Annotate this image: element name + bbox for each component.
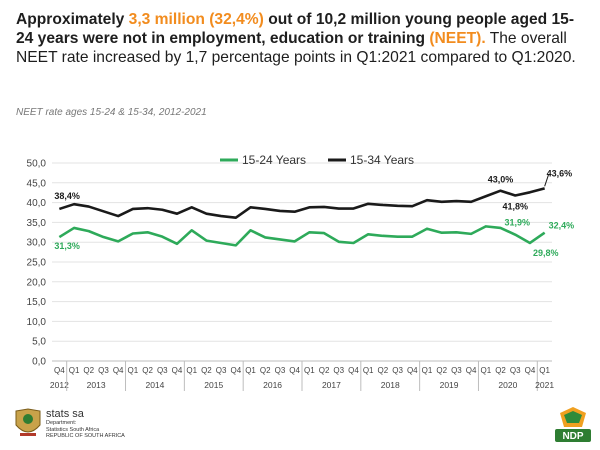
y-tick-label: 35,0 xyxy=(27,218,47,229)
x-year-label: 2020 xyxy=(498,380,517,390)
x-quarter-label: Q3 xyxy=(98,366,109,375)
x-quarter-label: Q2 xyxy=(495,366,506,375)
y-tick-label: 30,0 xyxy=(27,238,47,249)
ndp-logo: NDP xyxy=(555,407,591,442)
x-quarter-label: Q3 xyxy=(333,366,344,375)
x-quarter-label: Q2 xyxy=(83,366,94,375)
stats-sa-department: Department: Statistics South Africa REPU… xyxy=(46,420,125,440)
x-quarter-label: Q2 xyxy=(260,366,271,375)
legend-label: 15-24 Years xyxy=(242,153,306,167)
x-quarter-label: Q3 xyxy=(510,366,521,375)
y-tick-label: 50,0 xyxy=(27,159,47,170)
chart-subtitle: NEET rate ages 15-24 & 15-34, 2012-2021 xyxy=(16,107,207,118)
data-label: 31,9% xyxy=(504,218,530,228)
x-quarter-label: Q1 xyxy=(422,366,433,375)
legend-label: 15-34 Years xyxy=(350,153,414,167)
dept-line-2: Statistics South Africa xyxy=(46,426,100,433)
data-label: 32,4% xyxy=(549,221,575,231)
grid-lines xyxy=(52,162,552,342)
series-line-15-34 xyxy=(58,187,545,219)
x-quarter-label: Q2 xyxy=(378,366,389,375)
x-quarter-label: Q3 xyxy=(451,366,462,375)
x-quarter-label: Q1 xyxy=(480,366,491,375)
x-quarter-label: Q1 xyxy=(304,366,315,375)
headline: Approximately 3,3 million (32,4%) out of… xyxy=(16,10,586,67)
y-tick-label: 5,0 xyxy=(32,337,46,348)
coat-of-arms-logo xyxy=(15,408,41,436)
x-quarter-label: Q2 xyxy=(436,366,447,375)
x-quarter-label: Q4 xyxy=(348,366,359,375)
headline-part-3: The overall NEET rate increased by 1,7 p… xyxy=(16,30,576,66)
data-labels: 31,3% 31,9% 29,8% 32,4% 38,4% 43,0% 41,8% 43,6% xyxy=(54,168,574,258)
y-tick-label: 20,0 xyxy=(27,277,47,288)
x-quarter-label: Q3 xyxy=(275,366,286,375)
x-quarter-label: Q1 xyxy=(128,366,139,375)
x-quarter-label: Q1 xyxy=(69,366,80,375)
dept-line-1: Department: xyxy=(46,420,77,426)
ndp-logo-text: NDP xyxy=(562,431,583,442)
x-quarter-label: Q4 xyxy=(230,366,241,375)
x-year-label: 2019 xyxy=(440,380,459,390)
x-quarter-label: Q4 xyxy=(525,366,536,375)
headline-highlight-neet-count: 3,3 million (32,4%) xyxy=(128,11,264,28)
data-label-leader xyxy=(544,174,550,187)
series-lines xyxy=(58,187,546,247)
x-quarter-label: Q2 xyxy=(201,366,212,375)
headline-highlight-neet: (NEET). xyxy=(429,30,486,47)
x-year-label: 2012 xyxy=(50,380,69,390)
x-year-label: 2021 xyxy=(535,380,554,390)
chart-legend: 15-24 Years 15-34 Years xyxy=(220,153,414,167)
x-axis: Q4 Q1 Q2 Q3 Q4 Q1 Q2 Q3 Q4 Q1 Q2 Q3 Q4 Q1 Q2 Q3 Q4 Q1 Q2 Q3… xyxy=(50,360,554,391)
stats-sa-name: stats sa xyxy=(46,408,84,420)
y-tick-label: 0,0 xyxy=(32,357,46,368)
data-label: 43,6% xyxy=(547,168,573,178)
data-label: 29,8% xyxy=(533,248,559,258)
data-label: 38,4% xyxy=(54,191,80,201)
y-tick-label: 40,0 xyxy=(27,198,47,209)
x-quarter-label: Q3 xyxy=(392,366,403,375)
x-year-label: 2016 xyxy=(263,380,282,390)
x-quarter-label: Q1 xyxy=(186,366,197,375)
x-quarter-label: Q4 xyxy=(113,366,124,375)
headline-part-2: out of 10,2 million young people aged 15… xyxy=(16,11,575,47)
x-year-label: 2017 xyxy=(322,380,341,390)
x-quarter-label: Q4 xyxy=(54,366,65,375)
x-year-label: 2014 xyxy=(145,380,164,390)
dept-line-3: REPUBLIC OF SOUTH AFRICA xyxy=(46,433,125,439)
x-quarter-label: Q4 xyxy=(466,366,477,375)
x-quarter-label: Q2 xyxy=(319,366,330,375)
x-quarter-label: Q1 xyxy=(245,366,256,375)
x-year-label: 2018 xyxy=(381,380,400,390)
y-tick-label: 10,0 xyxy=(27,317,47,328)
x-quarter-label: Q1 xyxy=(363,366,374,375)
x-quarter-label: Q1 xyxy=(539,366,550,375)
data-label: 41,8% xyxy=(502,201,528,211)
data-label: 43,0% xyxy=(488,175,514,185)
neet-rate-line-chart: 0,0 5,0 10,0 15,0 20,0 25,0 30,0 35,0 40,0 45,0 50… xyxy=(27,153,574,391)
y-tick-label: 45,0 xyxy=(27,178,47,189)
x-quarter-label: Q3 xyxy=(157,366,168,375)
data-label: 31,3% xyxy=(54,241,80,251)
x-quarter-label: Q4 xyxy=(172,366,183,375)
x-quarter-label: Q4 xyxy=(289,366,300,375)
x-quarter-label: Q3 xyxy=(216,366,227,375)
series-line-15-24 xyxy=(58,225,546,247)
headline-part-1: Approximately xyxy=(16,11,129,28)
x-quarter-label: Q2 xyxy=(142,366,153,375)
x-quarter-label: Q4 xyxy=(407,366,418,375)
y-tick-label: 25,0 xyxy=(27,258,47,269)
y-axis: 0,0 5,0 10,0 15,0 20,0 25,0 30,0 35,0 40,0 45,0 50… xyxy=(27,159,47,368)
x-year-label: 2013 xyxy=(87,380,106,390)
y-tick-label: 15,0 xyxy=(27,297,47,308)
x-year-label: 2015 xyxy=(204,380,223,390)
